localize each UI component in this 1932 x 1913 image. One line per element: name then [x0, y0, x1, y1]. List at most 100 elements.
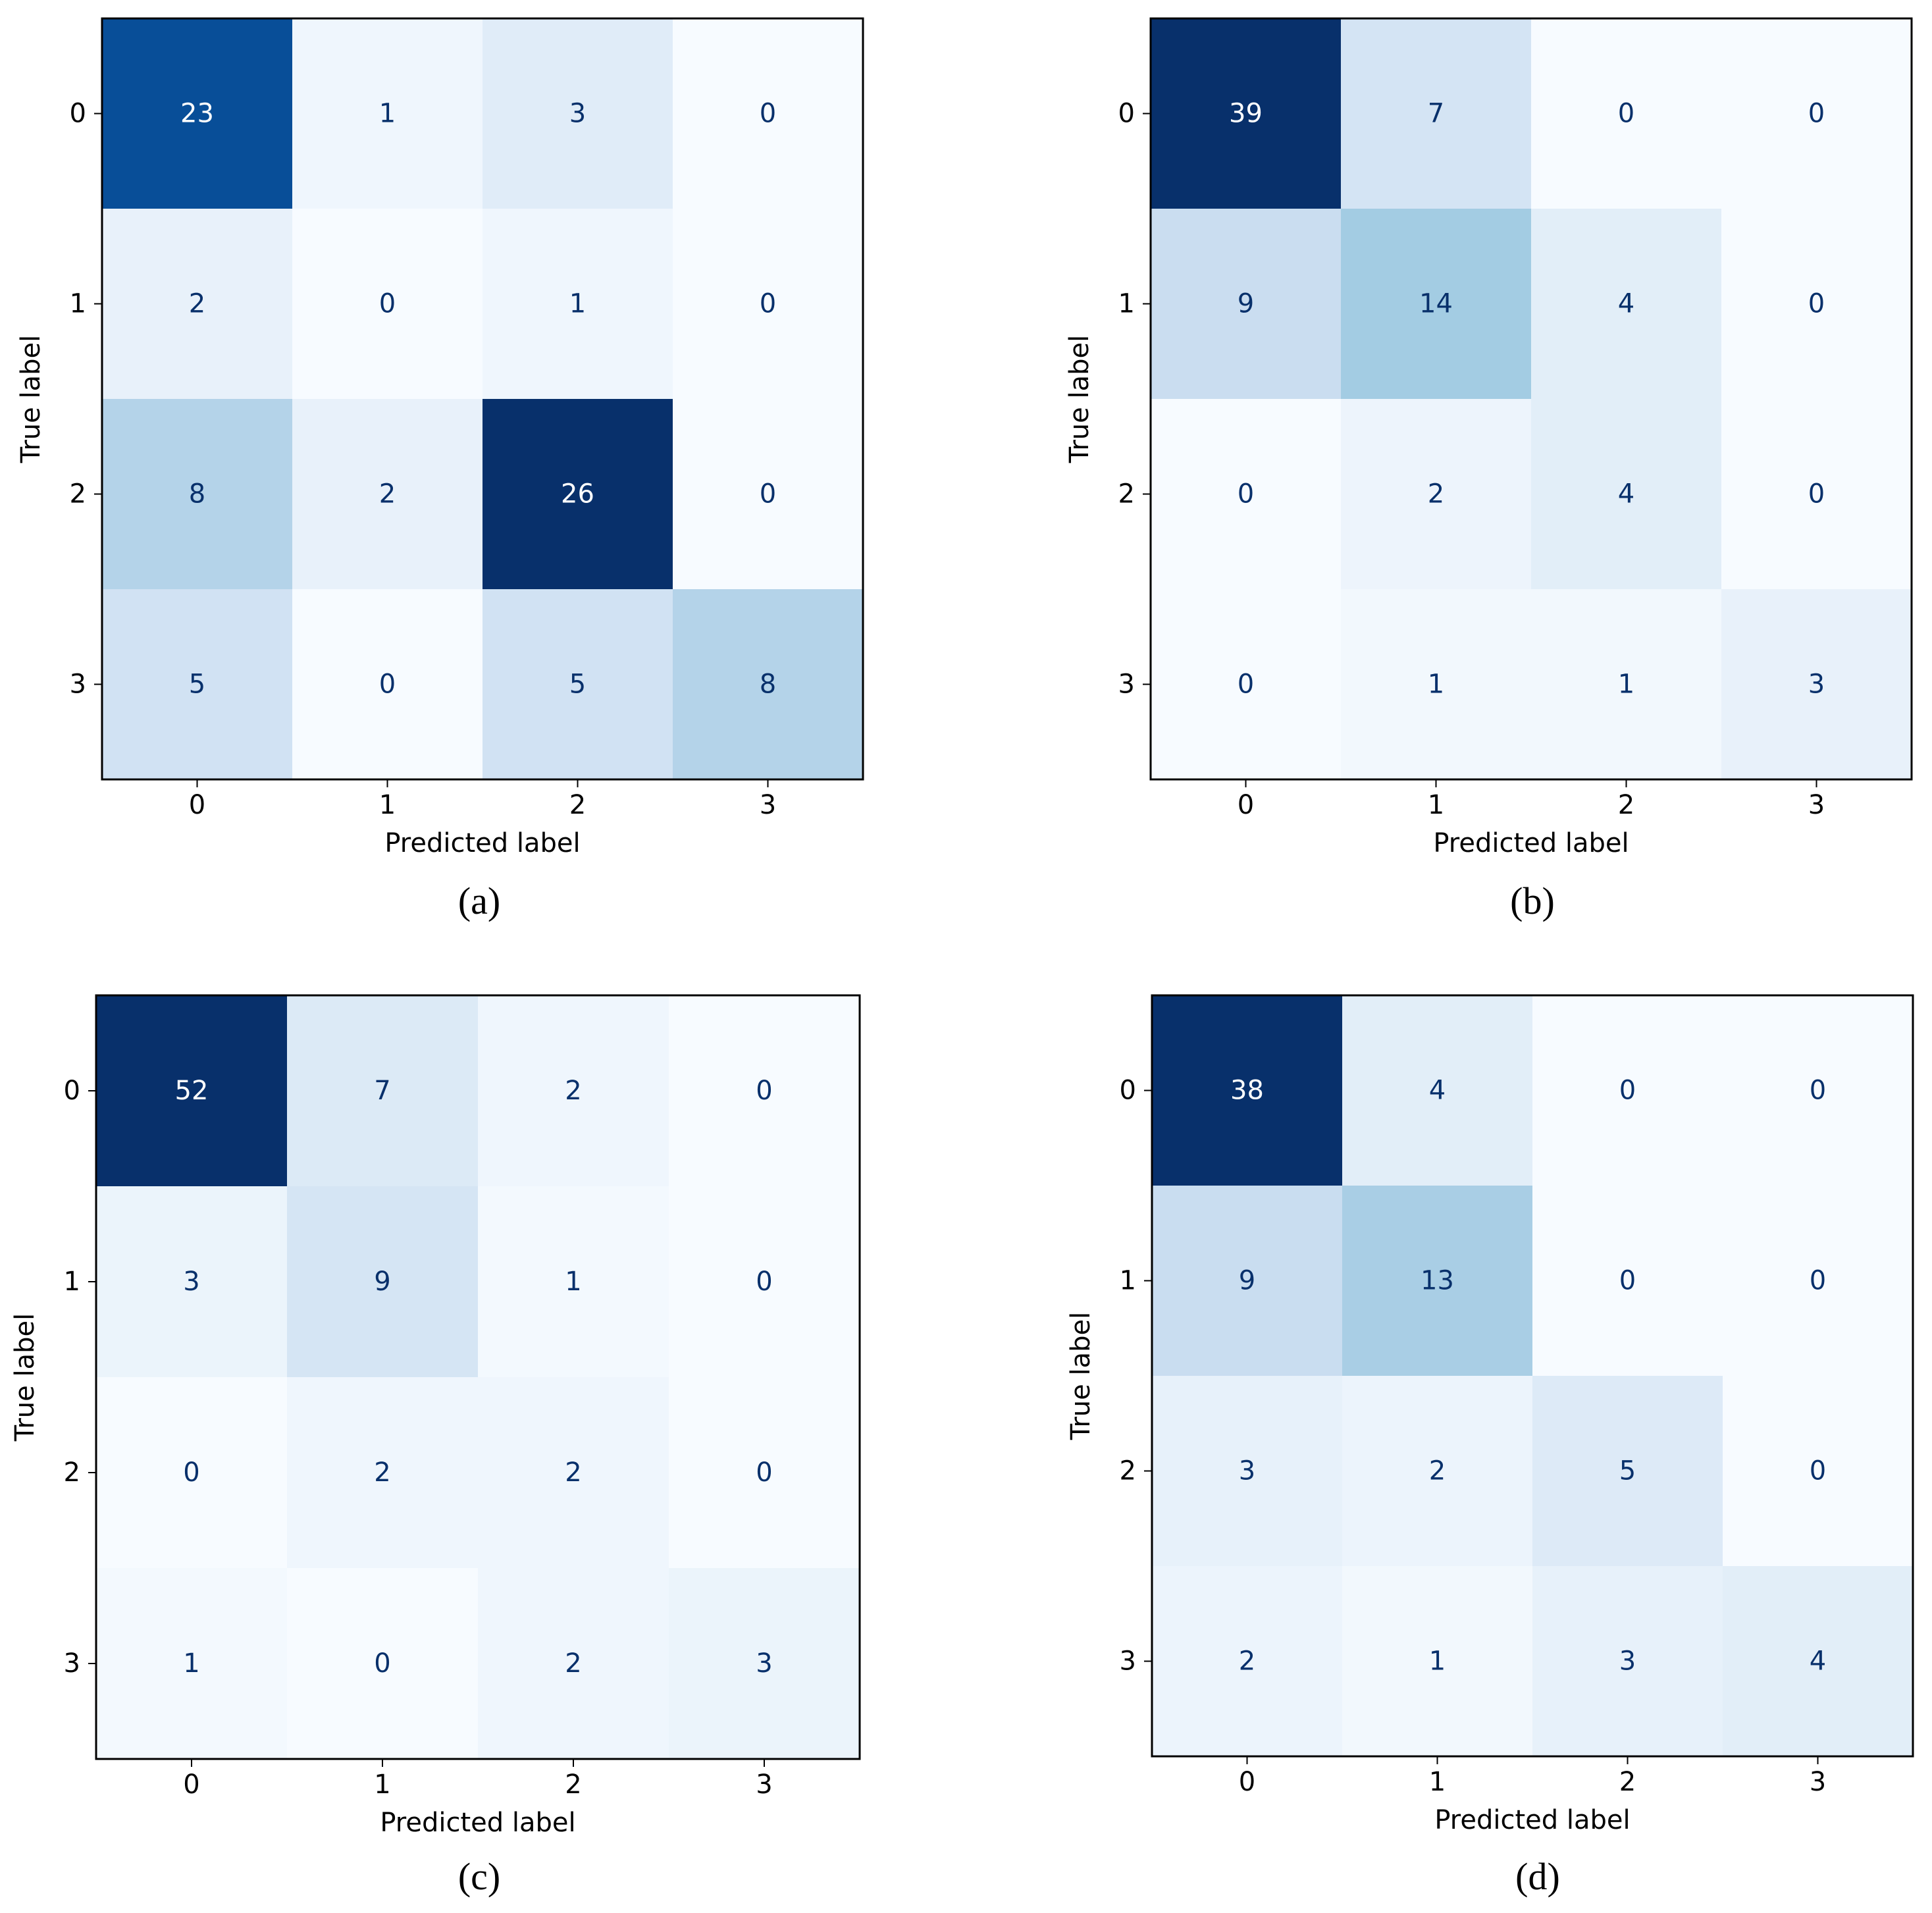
heatmap-cell — [1532, 995, 1723, 1186]
heatmap-cell — [669, 1568, 860, 1760]
y-tick-label: 2 — [64, 1457, 80, 1488]
x-tick-label: 2 — [1618, 790, 1634, 820]
cell-value-label: 0 — [760, 99, 776, 129]
cell-value-label: 2 — [379, 479, 396, 510]
panel-caption: (a) — [458, 879, 500, 922]
heatmap-cell — [1723, 1566, 1914, 1757]
heatmap-cell — [96, 1186, 288, 1378]
x-tick-label: 1 — [374, 1769, 390, 1800]
heatmap-cell — [1723, 995, 1914, 1186]
y-axis-label: True label — [1064, 335, 1095, 463]
cell-value-label: 3 — [569, 99, 586, 129]
heatmap-cell — [1341, 589, 1532, 780]
heatmap-cell — [1531, 399, 1722, 590]
heatmap-cell — [1152, 1376, 1343, 1567]
y-axis-label: True label — [10, 1313, 40, 1442]
heatmap-cell — [673, 18, 864, 209]
y-tick-label: 0 — [1120, 1076, 1136, 1106]
cell-value-label: 3 — [1619, 1646, 1636, 1677]
heatmap-cell — [1151, 399, 1342, 590]
heatmap-cell — [102, 589, 293, 780]
cell-value-label: 0 — [379, 289, 396, 319]
cell-value-label: 0 — [756, 1076, 772, 1106]
heatmap-cell — [102, 18, 293, 209]
heatmap-cell — [483, 209, 673, 400]
heatmap-cell — [1721, 399, 1912, 590]
heatmap-cell — [1341, 399, 1532, 590]
cell-value-label: 8 — [189, 479, 205, 510]
cell-value-label: 3 — [756, 1648, 772, 1679]
heatmap-cell — [673, 589, 864, 780]
heatmap-cell — [96, 1377, 288, 1569]
x-tick-label: 3 — [1810, 1767, 1826, 1797]
cell-value-label: 0 — [1810, 1076, 1826, 1106]
x-axis-label: Predicted label — [384, 828, 580, 858]
cell-value-label: 0 — [1810, 1266, 1826, 1296]
panel-caption: (d) — [1515, 1855, 1560, 1898]
plot-frame — [1149, 17, 1913, 781]
cell-value-label: 0 — [374, 1648, 390, 1679]
cell-value-label: 2 — [189, 289, 205, 319]
heatmap-cell — [287, 1186, 479, 1378]
cell-value-label: 26 — [561, 479, 594, 510]
y-tick-label: 3 — [70, 669, 86, 700]
plot-frame — [95, 994, 861, 1760]
cell-value-label: 2 — [565, 1648, 581, 1679]
heatmap-cell — [1151, 209, 1342, 400]
cell-value-label: 4 — [1618, 289, 1634, 319]
heatmap-cell — [1342, 995, 1533, 1186]
y-tick-label: 3 — [1118, 669, 1135, 700]
y-tick-label: 1 — [1120, 1266, 1136, 1296]
heatmap-cell — [1531, 18, 1722, 209]
heatmap-cell — [669, 995, 860, 1187]
heatmap-cell — [1342, 1186, 1533, 1376]
heatmap-cell — [1152, 1186, 1343, 1376]
cell-value-label: 0 — [1238, 669, 1254, 700]
cell-value-label: 9 — [1238, 289, 1254, 319]
cell-value-label: 3 — [183, 1267, 199, 1297]
heatmap-cell — [292, 589, 483, 780]
heatmap-cell — [669, 1377, 860, 1569]
y-tick-label: 1 — [1118, 289, 1135, 319]
x-axis-label: Predicted label — [1433, 828, 1629, 858]
panel-caption: (b) — [1510, 879, 1555, 922]
cell-value-label: 0 — [379, 669, 396, 700]
heatmap-cell — [96, 1568, 288, 1760]
x-tick-label: 2 — [565, 1769, 581, 1800]
heatmap-cell — [483, 589, 673, 780]
plot-frame — [1151, 994, 1914, 1758]
heatmap-cell — [1532, 1186, 1723, 1376]
cell-value-label: 8 — [760, 669, 776, 700]
plot-frame — [101, 17, 864, 781]
cell-value-label: 1 — [1428, 669, 1444, 700]
cell-value-label: 0 — [1808, 289, 1825, 319]
heatmap-cell — [96, 995, 288, 1187]
x-tick-label: 0 — [1238, 790, 1254, 820]
cell-value-label: 7 — [374, 1076, 390, 1106]
cell-value-label: 2 — [1429, 1456, 1446, 1486]
x-tick-label: 3 — [760, 790, 776, 820]
heatmap-cell — [1532, 1376, 1723, 1567]
cell-value-label: 4 — [1810, 1646, 1826, 1677]
heatmap-cell — [673, 209, 864, 400]
heatmap-cell — [1151, 589, 1342, 780]
heatmap-cell — [1341, 209, 1532, 400]
heatmap-cell — [292, 209, 483, 400]
cell-value-label: 9 — [374, 1267, 390, 1297]
heatmap-cell — [1152, 995, 1343, 1186]
heatmap-cell — [292, 18, 483, 209]
y-tick-label: 2 — [70, 479, 86, 510]
y-axis-label: True label — [16, 335, 46, 463]
x-tick-label: 0 — [183, 1769, 199, 1800]
heatmap-cell — [673, 399, 864, 590]
cell-value-label: 0 — [756, 1267, 772, 1297]
heatmap-cell — [483, 18, 673, 209]
cell-value-label: 1 — [569, 289, 586, 319]
heatmap-cell — [1342, 1566, 1533, 1757]
heatmap-cell — [1152, 1566, 1343, 1757]
cell-value-label: 0 — [1808, 99, 1825, 129]
x-axis-label: Predicted label — [380, 1808, 575, 1838]
